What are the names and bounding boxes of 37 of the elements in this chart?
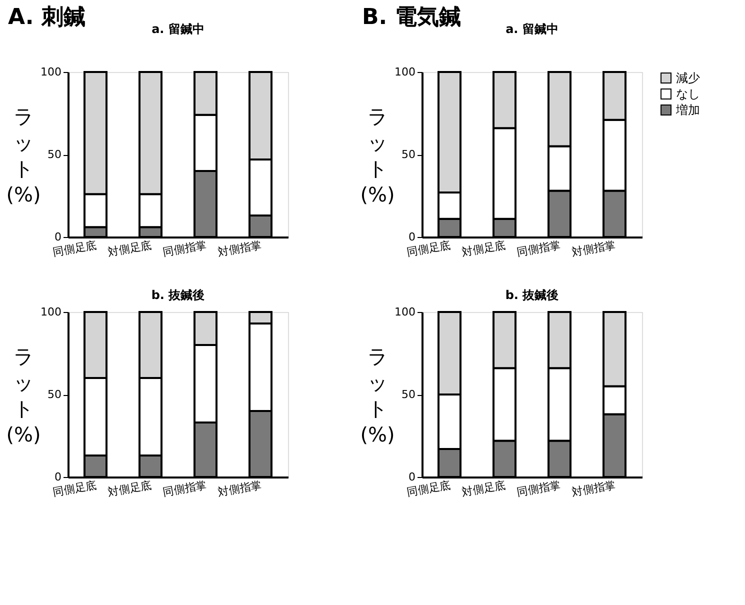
x-tick-label: 対側指掌 (216, 478, 263, 499)
y-axis-title: ラット (%) (360, 104, 395, 206)
y-tick-label: 0 (54, 470, 62, 484)
chart-title: b. 抜鍼後 (151, 288, 205, 302)
y-tick-label: 100 (394, 66, 416, 78)
x-tick-label: 対側足底 (460, 238, 507, 259)
legend-label: 増加 (675, 103, 700, 117)
x-tick-label: 同側指掌 (516, 478, 562, 499)
x-tick-label: 同側指掌 (162, 478, 208, 499)
chart-title: a. 留鍼中 (506, 22, 558, 36)
y-tick-label: 50 (402, 148, 416, 161)
y-tick-label: 100 (40, 306, 62, 318)
x-tick-label: 同側指掌 (516, 238, 562, 259)
y-axis-title: ラット (%) (6, 104, 41, 206)
x-tick-label: 対側指掌 (570, 238, 617, 259)
chart-title: a. 留鍼中 (152, 22, 204, 36)
y-tick-label: 50 (402, 388, 416, 401)
legend-label: なし (676, 87, 700, 101)
chart-title: b. 抜鍼後 (505, 288, 559, 302)
y-tick-label: 0 (408, 470, 416, 484)
y-tick-label: 100 (394, 306, 416, 318)
y-tick-label: 50 (48, 148, 62, 161)
y-axis-title: ラット (%) (6, 344, 41, 446)
x-tick-label: 対側指掌 (216, 238, 263, 259)
text: A. 刺鍼 (8, 5, 86, 30)
y-tick-label: 100 (40, 66, 62, 78)
x-tick-label: 同側指掌 (162, 238, 208, 259)
x-tick-label: 対側足底 (460, 478, 507, 499)
x-tick-label: 対側指掌 (570, 478, 617, 499)
text: B. 電気鍼 (362, 5, 461, 30)
y-tick-label: 0 (408, 230, 416, 244)
y-tick-label: 0 (54, 230, 62, 244)
legend-label: 減少 (676, 71, 700, 85)
y-axis-title: ラット (%) (360, 344, 395, 446)
x-tick-label: 対側足底 (106, 238, 153, 259)
x-tick-label: 対側足底 (106, 478, 153, 499)
y-tick-label: 50 (48, 388, 62, 401)
